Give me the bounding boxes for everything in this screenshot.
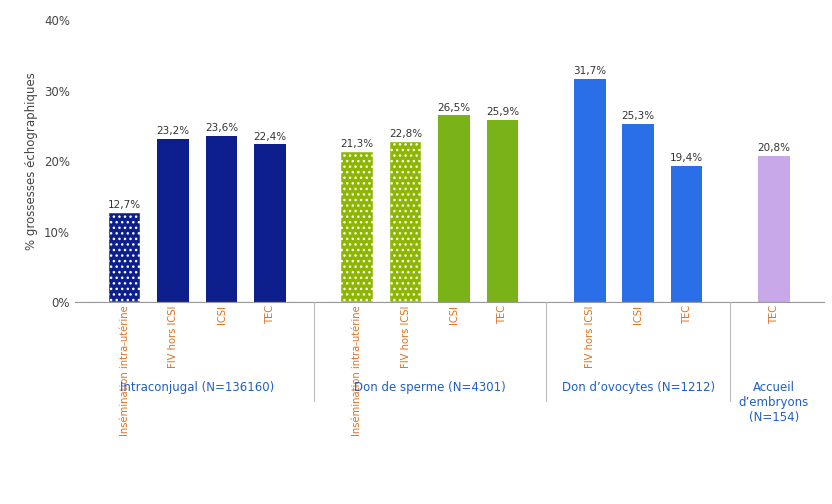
Text: 12,7%: 12,7% [108, 200, 141, 210]
Bar [574, 79, 606, 302]
Text: Don d’ovocytes (N=1212): Don d’ovocytes (N=1212) [562, 382, 715, 395]
Text: 25,3%: 25,3% [622, 111, 655, 121]
Text: 31,7%: 31,7% [573, 66, 607, 76]
Text: 23,6%: 23,6% [205, 123, 238, 133]
Bar [390, 142, 422, 302]
Bar [390, 142, 422, 302]
Text: Accueil
d’embryons
(N=154): Accueil d’embryons (N=154) [739, 382, 809, 424]
Bar [109, 213, 141, 302]
Text: 25,9%: 25,9% [486, 107, 519, 117]
Text: 26,5%: 26,5% [438, 103, 471, 112]
Bar [206, 136, 237, 302]
Text: 20,8%: 20,8% [757, 143, 790, 153]
Text: 19,4%: 19,4% [670, 153, 703, 163]
Text: Intraconjugal (N=136160): Intraconjugal (N=136160) [120, 382, 275, 395]
Text: 21,3%: 21,3% [340, 139, 374, 149]
Bar [758, 156, 790, 302]
Text: 22,4%: 22,4% [254, 132, 286, 142]
Bar [109, 213, 141, 302]
Bar [622, 124, 654, 302]
Bar [341, 152, 373, 302]
Text: Don de sperme (N=4301): Don de sperme (N=4301) [354, 382, 506, 395]
Y-axis label: % grossesses échographiques: % grossesses échographiques [26, 73, 38, 250]
Bar [341, 152, 373, 302]
Bar [157, 139, 189, 302]
Text: 22,8%: 22,8% [389, 129, 422, 139]
Bar [438, 115, 470, 302]
Bar [255, 144, 285, 302]
Bar [671, 165, 702, 302]
Text: 23,2%: 23,2% [156, 126, 190, 136]
Bar [487, 119, 518, 302]
